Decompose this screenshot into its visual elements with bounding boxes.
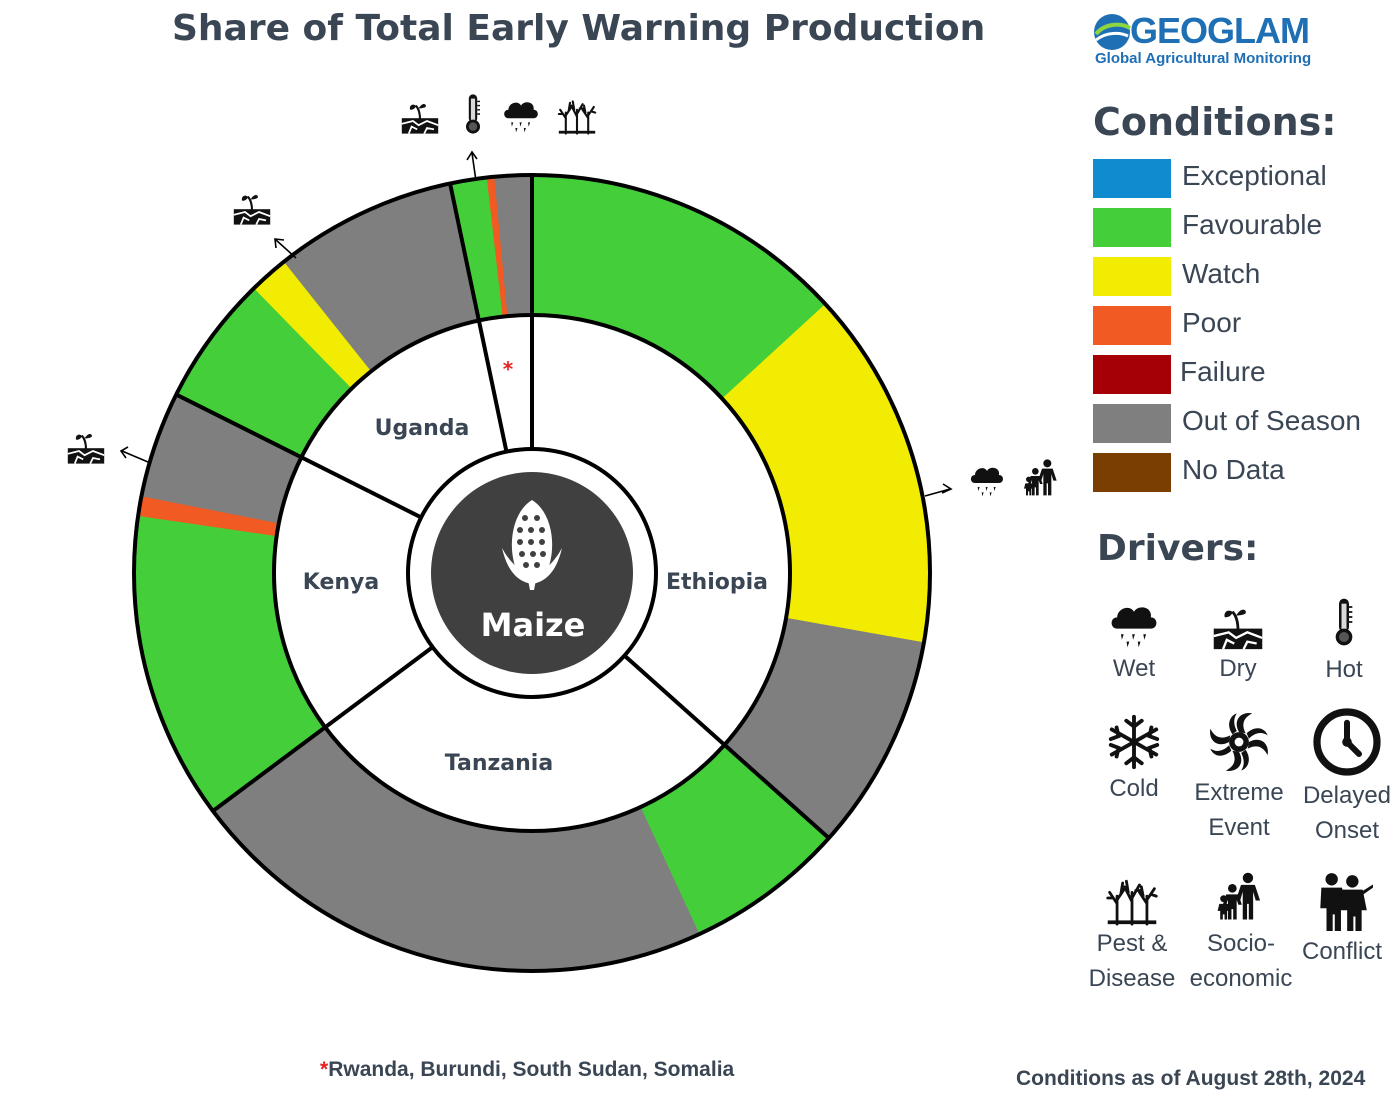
driver-label: economic: [1189, 965, 1293, 992]
rain-cloud-icon: [967, 459, 1007, 499]
sunburst-chart: Maize Ethiopia Tanzania Kenya Uganda *: [119, 150, 953, 973]
driver-label: Conflict: [1301, 938, 1383, 965]
dry-soil-icon: [228, 184, 276, 226]
country-slice: [532, 315, 790, 745]
bare-trees-icon: [1101, 870, 1163, 926]
footnote-star: *: [320, 1058, 329, 1081]
soldiers-icon: [1311, 868, 1373, 934]
legend-swatch: [1093, 208, 1171, 247]
driver-hot: Hot: [1289, 592, 1399, 687]
drivers-title: Drivers:: [1097, 528, 1259, 569]
driver-delayed-onset: Delayed Onset: [1292, 706, 1400, 848]
bare-trees-icon: [554, 93, 600, 135]
driver-label: Cold: [1109, 775, 1159, 802]
legend-label: Exceptional: [1182, 160, 1327, 191]
geoglam-logo: GEOGLAM Global Agricultural Monitoring: [1092, 10, 1311, 72]
outer-ring-border: [132, 173, 932, 973]
driver-label: Delayed: [1302, 782, 1392, 809]
legend-swatch: [1093, 306, 1171, 345]
chart-title: Share of Total Early Warning Production: [172, 8, 986, 49]
dry-soil-icon: [396, 93, 444, 135]
dry-soil-icon: [1208, 595, 1268, 651]
dry-soil-icon: [62, 423, 110, 465]
arrowhead-ethiopia-watch: [941, 483, 953, 494]
logo-wordmark: GEOGLAM: [1130, 10, 1310, 51]
inner-ring: [274, 315, 790, 831]
country-divider: [175, 392, 423, 520]
globe-icon: [1094, 14, 1132, 50]
driver-label: Onset: [1314, 817, 1380, 844]
country-divider: [211, 645, 434, 813]
driver-socio-economic: Socio- economic: [1186, 868, 1296, 996]
conditions-date: Conditions as of August 28th, 2024: [1016, 1067, 1366, 1090]
legend-swatch: [1093, 453, 1171, 492]
arrow-kenya-poor: [121, 450, 149, 463]
clock-icon: [1311, 706, 1383, 778]
driver-label: Pest &: [1096, 930, 1168, 957]
thermometer-icon: [452, 91, 494, 137]
driver-conflict: Conflict: [1287, 868, 1397, 969]
legend-label: Poor: [1182, 307, 1242, 338]
arrowhead-others-poor: [466, 150, 478, 161]
country-slice: [325, 647, 725, 831]
country-label-kenya: Kenya: [303, 570, 379, 595]
legend-label: Favourable: [1182, 209, 1323, 240]
legend-label: Failure: [1180, 356, 1266, 387]
driver-label: Disease: [1088, 965, 1176, 992]
country-dividers: [175, 175, 831, 840]
country-label-others: *: [503, 357, 514, 381]
center-label: Maize: [481, 606, 586, 644]
arrow-others-poor: [471, 152, 477, 182]
rain-cloud-icon: [1106, 595, 1162, 651]
driver-pest-disease: Pest & Disease: [1077, 870, 1187, 996]
country-slice: [274, 457, 433, 728]
legend-label: Watch: [1182, 258, 1261, 289]
driver-label: Socio-: [1206, 930, 1276, 957]
country-slice: [478, 315, 532, 452]
country-label-tanzania: Tanzania: [445, 751, 553, 776]
driver-label: Extreme: [1194, 779, 1284, 806]
country-slice: [301, 320, 507, 518]
legend-label: Out of Season: [1182, 405, 1362, 436]
legend-swatch: [1093, 355, 1171, 394]
footnote: *Rwanda, Burundi, South Sudan, Somalia: [320, 1058, 734, 1082]
country-divider: [448, 183, 509, 453]
driver-label: Event: [1208, 814, 1270, 841]
arrowhead-uganda-watch: [274, 238, 285, 249]
legend-title: Conditions:: [1093, 100, 1337, 144]
country-label-ethiopia: Ethiopia: [666, 570, 768, 595]
arrowhead-kenya-poor: [119, 446, 129, 459]
maize-icon: [502, 500, 562, 590]
snowflake-icon: [1105, 713, 1163, 771]
cyclone-icon: [1206, 709, 1272, 775]
legend-swatch: [1093, 404, 1171, 443]
driver-extreme-event: Extreme Event: [1184, 709, 1294, 845]
inner-ring-border: [272, 313, 792, 833]
legend-swatch: [1093, 257, 1171, 296]
country-label-uganda: Uganda: [375, 416, 470, 441]
footnote-text: Rwanda, Burundi, South Sudan, Somalia: [328, 1058, 735, 1081]
driver-label: Hot: [1325, 656, 1363, 683]
people-icon: [1215, 868, 1267, 926]
arrow-uganda-watch: [275, 239, 297, 259]
driver-label: Wet: [1112, 655, 1156, 682]
arrow-ethiopia-watch: [924, 488, 951, 497]
people-icon: [1022, 457, 1062, 499]
legend-swatch: [1093, 159, 1171, 198]
thermometer-icon: [1319, 592, 1369, 652]
logo-subtitle: Global Agricultural Monitoring: [1095, 50, 1312, 67]
rain-cloud-icon: [500, 93, 542, 135]
driver-cold: Cold: [1079, 713, 1189, 806]
legend-label: No Data: [1182, 454, 1285, 485]
driver-dry: Dry: [1183, 595, 1293, 686]
driver-arrows: [119, 150, 953, 497]
country-divider: [623, 654, 831, 840]
driver-label: Dry: [1219, 655, 1257, 682]
driver-wet: Wet: [1079, 595, 1189, 686]
